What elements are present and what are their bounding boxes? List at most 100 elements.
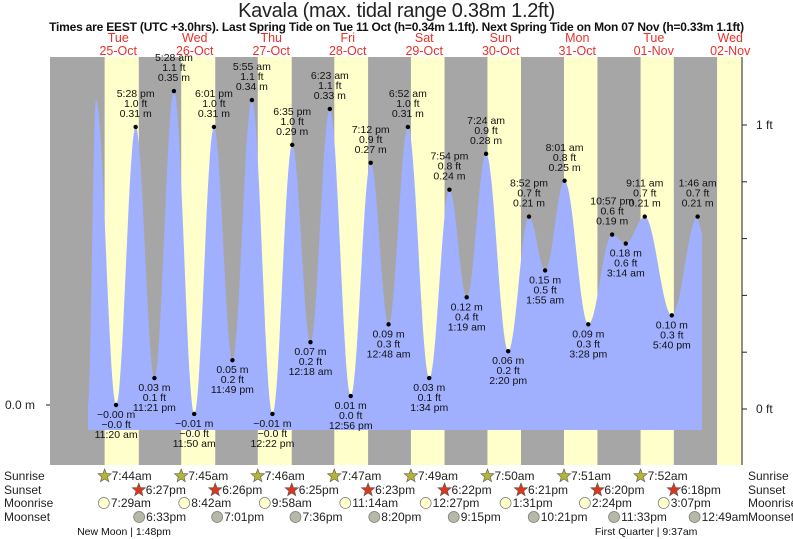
tide-high-label: 0.19 m <box>596 216 628 228</box>
tide-low-label: 0.3 ft <box>377 338 400 350</box>
day-of-week-label: Thu <box>260 31 282 45</box>
tide-low-label: 0.12 m <box>451 301 483 313</box>
tide-low-label: 0.5 ft <box>533 284 556 296</box>
tide-high-label: 1.0 ft <box>281 116 304 128</box>
sunrise-time: 7:51am <box>571 469 611 483</box>
sunrise-star-icon <box>479 468 495 483</box>
tide-low-point <box>152 375 157 381</box>
moonset-time: 7:01pm <box>224 510 264 524</box>
moonrise-circle-icon <box>97 497 110 509</box>
tide-low-point <box>505 348 511 354</box>
moonrise-circle-icon <box>258 497 271 509</box>
sunset-time: 6:22pm <box>452 483 492 497</box>
chart-subtitle: Times are EEST (UTC +3.0hrs). Last Sprin… <box>49 20 744 34</box>
moonset-time: 11:33pm <box>621 510 667 524</box>
tide-high-point <box>290 142 295 148</box>
tide-high-label: 6:01 pm <box>195 88 233 100</box>
moonset-row-label-left: Moonset <box>4 510 51 524</box>
tide-high-point <box>562 178 567 183</box>
tide-low-label: 0.05 m <box>216 364 248 376</box>
sunrise-row-label-right: Sunrise <box>748 469 789 483</box>
day-of-week-label: Wed <box>182 31 208 45</box>
tide-low-label: 0.10 m <box>656 319 688 331</box>
sunset-row-label-right: Sunset <box>748 483 786 497</box>
sunset-time: 6:23pm <box>375 483 415 497</box>
tide-low-label: 0.01 m <box>335 400 367 412</box>
tide-low-label: 0.0 ft <box>339 410 362 422</box>
sunset-star-icon <box>513 482 529 497</box>
tide-high-label: 0.33 m <box>314 90 346 102</box>
moonrise-circle-icon <box>499 497 512 509</box>
tide-low-point <box>542 268 548 273</box>
tide-low-label: 0.09 m <box>372 328 404 340</box>
sunrise-star-icon <box>250 468 266 483</box>
tide-low-label: 1:19 am <box>448 321 486 333</box>
tide-high-label: 6:35 pm <box>273 106 311 118</box>
tide-low-point <box>623 241 628 246</box>
date-label: 30-Oct <box>482 44 520 58</box>
tide-low-label: 11:21 pm <box>133 402 176 414</box>
tide-high-label: 0.31 m <box>120 108 152 120</box>
moonset-circle-icon <box>447 511 460 523</box>
tide-low-label: 0.4 ft <box>455 311 478 323</box>
tide-low-point <box>348 393 353 399</box>
sunset-star-icon <box>360 482 376 497</box>
tide-low-label: 0.6 ft <box>614 258 637 270</box>
date-label: 25-Oct <box>99 44 137 58</box>
moon-phase-label: First Quarter | 9:37am <box>595 526 698 538</box>
tide-low-label: 0.2 ft <box>299 356 322 368</box>
sunset-time: 6:21pm <box>528 483 568 497</box>
moonrise-time: 8:42am <box>191 496 231 510</box>
tide-high-point <box>249 97 255 103</box>
tide-high-label: 0.7 ft <box>686 188 709 200</box>
tide-high-point <box>642 214 647 219</box>
sunrise-time: 7:50am <box>494 469 534 483</box>
moonrise-circle-icon <box>579 497 591 509</box>
moonrise-time: 2:24pm <box>592 496 632 510</box>
sunrise-time: 7:44am <box>112 469 152 483</box>
moonset-circle-icon <box>688 511 701 523</box>
tide-high-label: 0.21 m <box>682 198 714 210</box>
tide-high-label: 0.7 ft <box>517 188 540 200</box>
tide-high-label: 0.21 m <box>629 198 661 210</box>
tide-low-point <box>230 357 235 363</box>
sunrise-row-label-left: Sunrise <box>4 469 45 483</box>
tide-high-label: 0.9 ft <box>474 125 497 137</box>
tide-high-label: 5:28 pm <box>117 88 155 100</box>
tide-high-point <box>211 124 217 130</box>
date-label: 28-Oct <box>329 44 367 58</box>
right-axis-label: 0 ft <box>756 402 773 416</box>
tide-high-label: 8:01 am <box>546 142 584 154</box>
tide-high-label: 0.35 m <box>158 72 190 84</box>
sunset-star-icon <box>131 482 147 497</box>
sunset-time: 6:26pm <box>222 483 262 497</box>
moonset-circle-icon <box>211 511 223 523</box>
tide-low-label: 11:20 am <box>95 429 138 441</box>
tide-low-label: 3:14 am <box>607 268 645 280</box>
tide-high-label: 0.7 ft <box>633 188 656 200</box>
moonset-circle-icon <box>133 511 145 523</box>
tide-high-label: 0.25 m <box>549 162 581 174</box>
moonset-time: 8:20pm <box>381 510 421 524</box>
tide-high-label: 0.29 m <box>276 126 308 138</box>
tide-high-point <box>447 187 452 192</box>
moonrise-circle-icon <box>178 497 191 509</box>
tide-high-label: 1.0 ft <box>396 98 419 110</box>
sunset-time: 6:18pm <box>681 483 721 497</box>
tide-high-point <box>133 124 138 130</box>
sunrise-star-icon <box>633 468 649 483</box>
tide-high-label: 1.1 ft <box>162 62 185 74</box>
date-label: 29-Oct <box>405 44 443 58</box>
tide-high-point <box>368 160 373 166</box>
moonset-circle-icon <box>368 511 381 523</box>
sunset-row-label-left: Sunset <box>4 483 42 497</box>
tide-low-label: 1:55 am <box>526 294 564 306</box>
day-of-week-label: Wed <box>718 31 744 45</box>
left-axis-label: 0.0 m <box>5 398 35 412</box>
tide-high-label: 0.27 m <box>355 144 387 156</box>
tide-low-label: 0.03 m <box>138 382 170 394</box>
day-of-week-label: Fri <box>340 31 355 45</box>
tide-low-point <box>308 340 313 345</box>
moonset-time: 10:21pm <box>541 510 588 524</box>
tide-high-point <box>171 88 177 94</box>
